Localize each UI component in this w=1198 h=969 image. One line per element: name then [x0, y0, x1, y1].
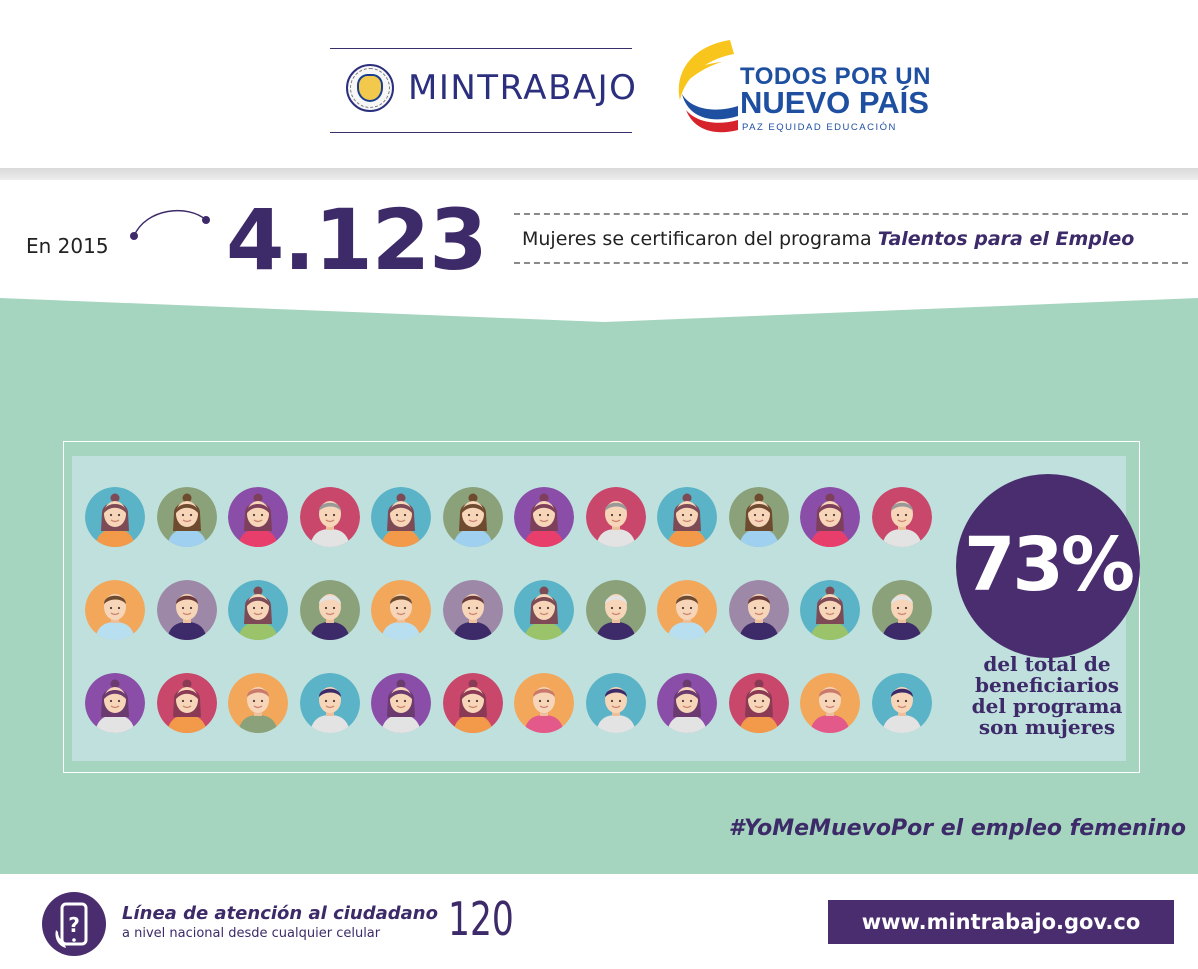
person-avatar-icon	[585, 580, 646, 640]
stat-description: Mujeres se certificaron del programa Tal…	[522, 228, 1134, 250]
person-avatar-icon	[514, 487, 574, 547]
person-avatar-icon	[442, 673, 503, 733]
person-avatar-icon	[156, 487, 217, 547]
slogan-line-3: PAZ EQUIDAD EDUCACIÓN	[742, 122, 897, 133]
certified-count: 4.123	[226, 191, 488, 289]
person-avatar-icon	[156, 673, 217, 733]
person-avatar-icon	[728, 673, 789, 733]
connector-arc	[130, 209, 210, 240]
dashed-rule-bottom	[514, 262, 1188, 264]
citizen-line-number[interactable]: 120	[448, 892, 514, 946]
program-name: Talentos para el Empleo	[877, 228, 1135, 250]
person-avatar-icon	[371, 673, 431, 733]
person-avatar-icon	[85, 580, 145, 640]
person-avatar-icon	[299, 487, 360, 547]
dashed-rule-top	[514, 213, 1188, 215]
url-banner	[828, 900, 1174, 944]
percentage-description-line: del programa	[971, 694, 1123, 718]
colombia-coat-of-arms-icon	[346, 64, 394, 112]
panel-frame	[63, 441, 1140, 773]
percentage-description-line: son mujeres	[978, 715, 1116, 739]
person-avatar-icon	[299, 580, 360, 640]
header: MINTRABAJO TODOS POR UN NUEVO PAÍS PAZ E…	[0, 0, 1198, 168]
slogan-line-1: TODOS POR UN	[740, 63, 931, 90]
person-avatar-icon	[371, 580, 431, 640]
hashtag[interactable]: #YoMeMuevoPor el empleo femenino	[728, 816, 1186, 841]
todos-por-un-nuevo-pais-logo[interactable]: TODOS POR UN NUEVO PAÍS PAZ EQUIDAD EDUC…	[672, 36, 930, 140]
website-link[interactable]: www.mintrabajo.gov.co	[861, 910, 1141, 934]
stat-description-text: Mujeres se certificaron del programa	[522, 228, 878, 250]
person-avatar-icon	[85, 673, 145, 733]
mobile-phone-icon: ?	[42, 892, 106, 956]
person-avatar-icon	[442, 487, 503, 547]
person-avatar-icon	[871, 580, 932, 640]
person-avatar-icon	[371, 487, 431, 547]
person-avatar-icon	[657, 580, 717, 640]
pointer-notch	[0, 296, 1198, 322]
colombia-flag-swoosh-icon	[678, 40, 738, 133]
person-avatar-icon	[728, 580, 789, 640]
percentage-description: del total de beneficiarios del programa …	[932, 654, 1162, 738]
percentage-value: 73%	[963, 522, 1135, 608]
person-avatar-icon	[514, 673, 574, 733]
header-separator	[0, 168, 1198, 180]
person-avatar-icon	[800, 673, 860, 733]
year-label: En 2015	[26, 234, 109, 258]
person-avatar-icon	[657, 487, 717, 547]
percentage-circle	[956, 474, 1140, 658]
person-avatar-icon	[442, 580, 503, 640]
ministry-name: MINTRABAJO	[408, 68, 638, 108]
percentage-description-line: beneficiarios	[975, 673, 1119, 697]
logo-bottom-rule	[330, 132, 632, 133]
person-avatar-icon	[299, 673, 360, 733]
logo-top-rule	[330, 48, 632, 49]
person-avatar-icon	[228, 580, 288, 640]
slogan-line-2: NUEVO PAÍS	[740, 85, 929, 120]
person-avatar-icon	[657, 673, 717, 733]
person-avatar-icon	[156, 580, 217, 640]
person-avatar-icon	[228, 487, 288, 547]
person-avatar-icon	[800, 580, 860, 640]
percentage-description-line: del total de	[983, 652, 1111, 676]
person-avatar-icon	[85, 487, 145, 547]
person-avatar-icon	[728, 487, 789, 547]
citizen-line-title: Línea de atención al ciudadano	[122, 903, 438, 924]
person-avatar-icon	[871, 487, 932, 547]
mintrabajo-logo[interactable]: MINTRABAJO	[346, 64, 637, 112]
citizen-line-subtitle: a nivel nacional desde cualquier celular	[122, 926, 381, 941]
person-avatar-icon	[514, 580, 574, 640]
person-avatar-icon	[871, 673, 932, 733]
person-avatar-icon	[585, 487, 646, 547]
person-avatar-icon	[228, 673, 288, 733]
stat-row: En 2015 4.123 Mujeres se certificaron de…	[0, 180, 1198, 298]
svg-text:?: ?	[68, 913, 80, 937]
person-avatar-icon	[800, 487, 860, 547]
person-avatar-icon	[585, 673, 646, 733]
